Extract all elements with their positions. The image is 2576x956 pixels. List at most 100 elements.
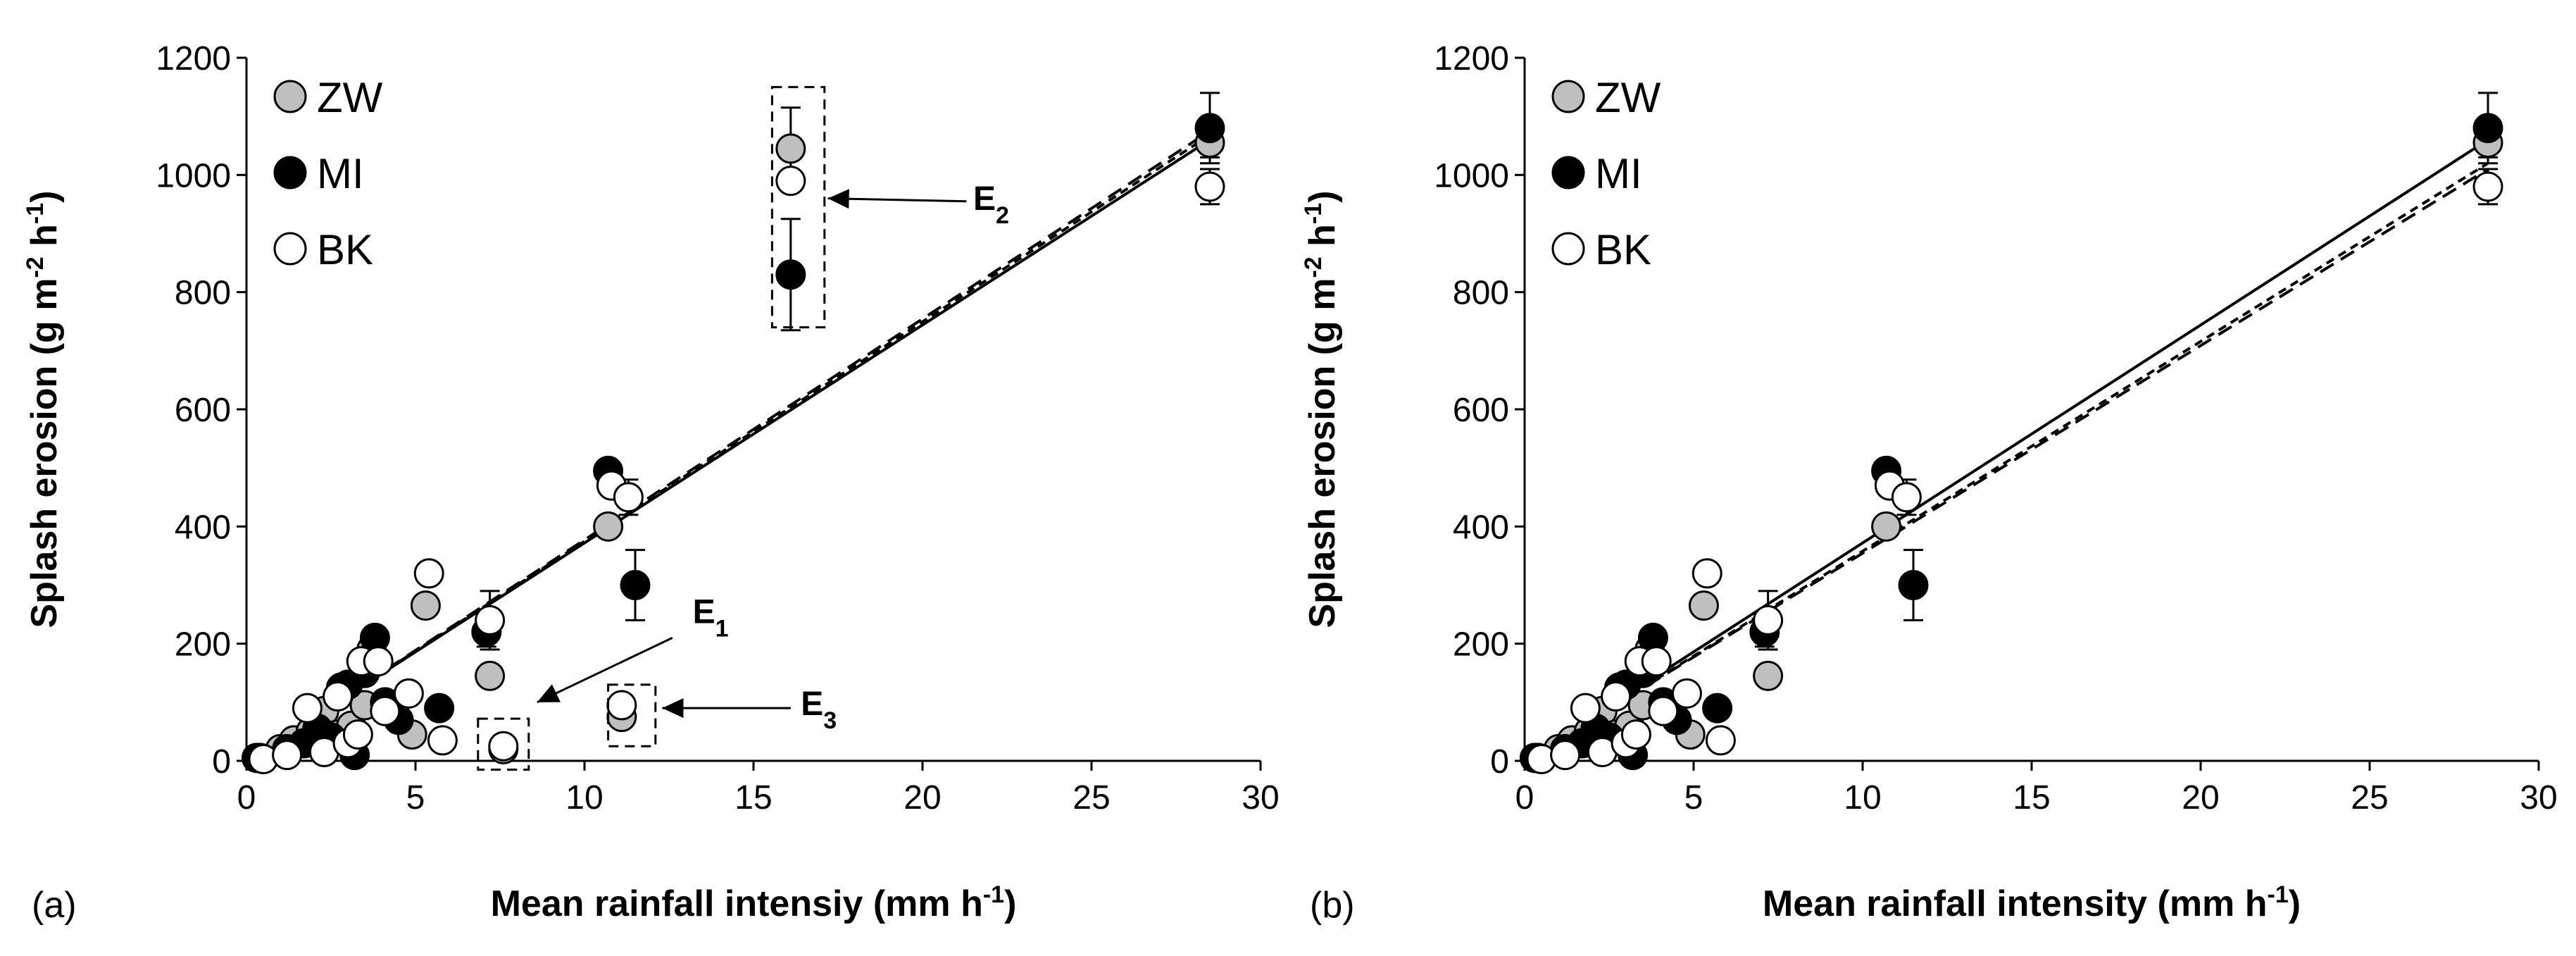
x-tick-label: 15: [734, 779, 772, 817]
data-point-zw: [1871, 511, 1902, 542]
data-point-bk: [1671, 678, 1702, 709]
data-point-bk: [272, 740, 303, 771]
e1-label: E1: [693, 594, 729, 642]
legend-label-mi: MI: [1595, 150, 1642, 197]
x-tick-label: 0: [1515, 779, 1534, 817]
y-tick-label: 0: [1490, 743, 1509, 781]
x-tick-label: 0: [237, 779, 256, 817]
y-axis-title: Splash erosion (g m-2 h-1): [1300, 191, 1343, 628]
legend-marker-zw: [1551, 80, 1585, 113]
data-point-zw: [1753, 660, 1784, 691]
data-point-bk: [363, 646, 394, 677]
y-tick-label: 1200: [1434, 40, 1509, 77]
data-point-zw: [1688, 590, 1719, 621]
e2-arrow: [827, 197, 967, 203]
data-point-bk: [1550, 740, 1581, 771]
data-point-bk: [1648, 695, 1679, 726]
x-tick-label: 5: [1684, 779, 1703, 817]
data-point-bk: [1692, 558, 1722, 589]
chart-panel-a: 0 200 400 600 800 1000 1200 0 5 10 15 20 25 30 Mean ra…: [22, 40, 1280, 926]
data-point-mi: [424, 693, 455, 724]
data-point-bk: [427, 725, 458, 756]
e2-arrow-head: [827, 189, 849, 209]
data-point-bk: [413, 558, 444, 589]
legend-marker-mi: [1551, 156, 1585, 190]
data-point-bk: [292, 693, 323, 724]
legend-label-bk: BK: [1595, 226, 1651, 273]
panel-label: (a): [32, 885, 77, 926]
x-axis-title: Mean rainfall intensiy (mm h-1): [491, 881, 1017, 924]
legend-marker-mi: [273, 156, 307, 190]
data-point-bk: [2472, 171, 2503, 202]
fit-line-bk: [245, 134, 1211, 762]
x-tick-label: 25: [2351, 779, 2388, 817]
data-point-bk: [606, 690, 637, 721]
y-tick-label: 600: [1453, 392, 1509, 429]
x-tick-label: 5: [406, 779, 425, 817]
e2-dashed-box: [770, 86, 826, 329]
y-tick-label: 1000: [156, 157, 231, 194]
y-tick-label: 400: [175, 509, 231, 546]
x-tick-label: 10: [565, 779, 603, 817]
y-tick-label: 800: [175, 275, 231, 312]
data-point-zw: [410, 590, 441, 621]
x-tick-label: 30: [2520, 779, 2557, 817]
y-tick-label: 1200: [156, 40, 231, 77]
data-point-bk: [1620, 719, 1651, 750]
e3-dashed-box: [607, 683, 657, 747]
e2-label: E2: [973, 180, 1009, 229]
data-point-zw: [475, 660, 506, 691]
fit-line-zw: [1523, 168, 2489, 762]
fit-line-mi: [1523, 138, 2489, 762]
x-tick-label: 20: [2182, 779, 2219, 817]
data-point-bk: [323, 681, 354, 712]
x-tick-label: 15: [2013, 779, 2050, 817]
e3-label: E3: [801, 685, 837, 734]
y-axis-title: Splash erosion (g m-2 h-1): [22, 191, 65, 628]
y-tick-label: 400: [1453, 509, 1509, 546]
y-tick-label: 800: [1453, 275, 1509, 312]
data-point-bk: [1570, 693, 1601, 724]
legend-label-zw: ZW: [1595, 74, 1661, 121]
data-point-bk: [1641, 646, 1672, 677]
data-point-bk: [475, 604, 506, 635]
data-point-bk: [1194, 171, 1225, 202]
legend-label-zw: ZW: [317, 74, 383, 121]
x-axis-title: Mean rainfall intensity (mm h-1): [1763, 881, 2301, 924]
data-point-mi: [775, 259, 806, 290]
data-point-mi: [620, 570, 651, 600]
data-point-mi: [1194, 113, 1225, 144]
data-point-zw: [775, 133, 806, 164]
data-point-zw: [593, 511, 624, 542]
data-point-mi: [2472, 113, 2503, 144]
legend-marker-bk: [1551, 232, 1585, 266]
e1-arrow: [537, 636, 673, 704]
y-tick-label: 200: [1453, 626, 1509, 664]
data-point-bk: [1753, 604, 1784, 635]
y-tick-label: 200: [175, 626, 231, 664]
x-tick-label: 20: [904, 779, 941, 817]
e3-arrow-head: [662, 698, 684, 719]
y-tick-label: 600: [175, 392, 231, 429]
e1-dashed-box: [477, 717, 530, 771]
data-point-bk: [1601, 681, 1632, 712]
legend-marker-bk: [273, 232, 307, 266]
data-point-bk: [775, 166, 806, 197]
fit-line-bk: [1523, 162, 2489, 762]
legend-label-mi: MI: [317, 150, 364, 197]
data-point-mi: [1898, 570, 1929, 600]
data-point-bk: [613, 482, 644, 513]
data-point-bk: [1705, 725, 1736, 756]
x-tick-label: 30: [1242, 779, 1279, 817]
y-tick-label: 1000: [1434, 157, 1509, 194]
y-tick-label: 0: [212, 743, 231, 781]
data-point-bk: [393, 678, 424, 709]
data-point-bk: [1891, 482, 1922, 513]
data-point-bk: [488, 731, 519, 762]
e1-arrow-head: [537, 684, 561, 702]
legend-marker-zw: [273, 80, 307, 113]
legend-label-bk: BK: [317, 226, 373, 273]
chart-panel-b: 0 200 400 600 800 1000 1200 0 5 10 15 20 25 30 Mean ra…: [1300, 40, 2558, 926]
panel-label: (b): [1310, 885, 1355, 926]
